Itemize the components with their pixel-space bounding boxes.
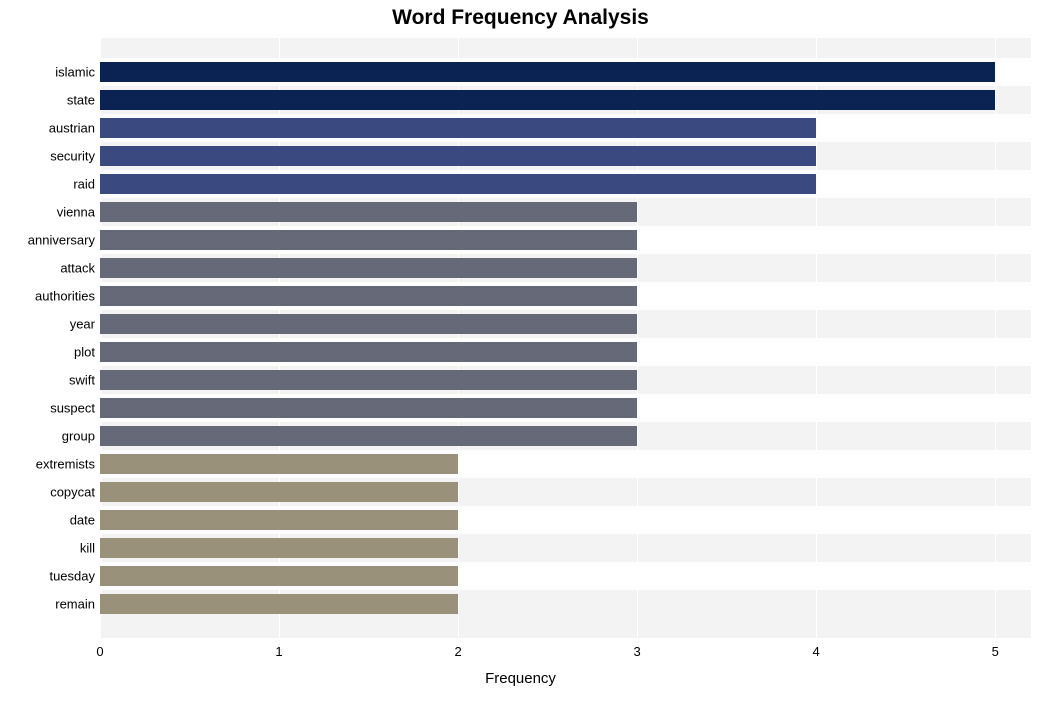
y-tick-label: suspect <box>0 401 95 416</box>
bar-row <box>100 114 1031 142</box>
y-tick-label: date <box>0 513 95 528</box>
x-tick-label: 5 <box>992 644 999 659</box>
bar-row <box>100 338 1031 366</box>
bar <box>100 202 637 222</box>
y-tick-label: tuesday <box>0 569 95 584</box>
bar <box>100 118 816 138</box>
x-tick-label: 3 <box>633 644 640 659</box>
x-tick-label: 2 <box>454 644 461 659</box>
bar <box>100 314 637 334</box>
bar-row <box>100 58 1031 86</box>
bar <box>100 566 458 586</box>
y-tick-label: attack <box>0 261 95 276</box>
bar <box>100 62 995 82</box>
bar-row <box>100 394 1031 422</box>
y-tick-label: vienna <box>0 205 95 220</box>
bar-row <box>100 590 1031 618</box>
y-tick-label: kill <box>0 541 95 556</box>
bar <box>100 146 816 166</box>
bar-row <box>100 142 1031 170</box>
bar-row <box>100 254 1031 282</box>
bar <box>100 510 458 530</box>
bar-row <box>100 366 1031 394</box>
bar <box>100 398 637 418</box>
bar-row <box>100 310 1031 338</box>
y-tick-label: security <box>0 149 95 164</box>
bar <box>100 454 458 474</box>
bar-row <box>100 562 1031 590</box>
bar-row <box>100 534 1031 562</box>
y-tick-label: copycat <box>0 485 95 500</box>
bar <box>100 370 637 390</box>
y-tick-label: group <box>0 429 95 444</box>
y-tick-label: anniversary <box>0 233 95 248</box>
y-tick-label: swift <box>0 373 95 388</box>
x-tick-label: 1 <box>275 644 282 659</box>
bar <box>100 342 637 362</box>
bar <box>100 90 995 110</box>
bar <box>100 230 637 250</box>
bar <box>100 538 458 558</box>
bar-row <box>100 478 1031 506</box>
y-tick-label: year <box>0 317 95 332</box>
y-tick-label: remain <box>0 597 95 612</box>
bar-row <box>100 170 1031 198</box>
bar <box>100 594 458 614</box>
y-tick-label: authorities <box>0 289 95 304</box>
x-tick-label: 4 <box>813 644 820 659</box>
chart-title: Word Frequency Analysis <box>0 6 1041 30</box>
bar <box>100 258 637 278</box>
bar-row <box>100 450 1031 478</box>
plot-area <box>100 38 1031 638</box>
plot-band <box>100 618 1031 638</box>
y-tick-label: state <box>0 93 95 108</box>
bar <box>100 426 637 446</box>
y-tick-label: plot <box>0 345 95 360</box>
bar-row <box>100 422 1031 450</box>
x-axis-label: Frequency <box>0 670 1041 687</box>
bar-row <box>100 198 1031 226</box>
bar-row <box>100 86 1031 114</box>
y-tick-label: islamic <box>0 65 95 80</box>
word-frequency-chart: Word Frequency Analysis Frequency 0 1 2 3 4 5… <box>0 0 1041 701</box>
y-tick-label: raid <box>0 177 95 192</box>
bar-row <box>100 506 1031 534</box>
bar <box>100 286 637 306</box>
y-tick-label: austrian <box>0 121 95 136</box>
bar <box>100 174 816 194</box>
bar-row <box>100 226 1031 254</box>
x-tick-label: 0 <box>96 644 103 659</box>
plot-band <box>100 38 1031 58</box>
bar-row <box>100 282 1031 310</box>
y-tick-label: extremists <box>0 457 95 472</box>
bar <box>100 482 458 502</box>
